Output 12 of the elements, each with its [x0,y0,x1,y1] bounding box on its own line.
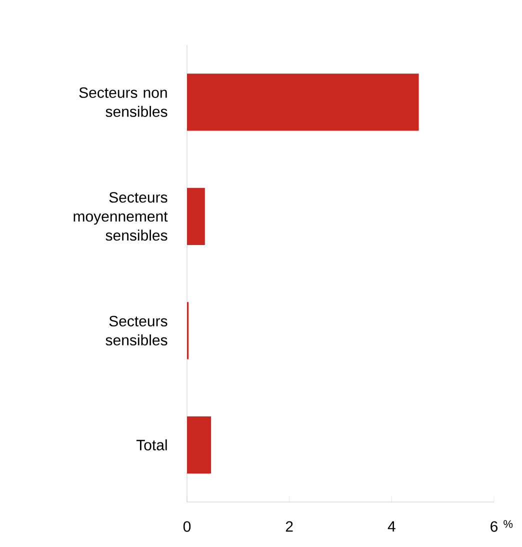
bar [187,188,205,245]
x-tick-label: 2 [286,521,293,532]
x-tick-label: 6 [490,521,498,532]
y-tick-label: Secteurs non sensibles [79,87,168,117]
bar [187,74,419,131]
x-tick-label: 4 [388,521,396,532]
y-tick-label: Total [136,439,167,450]
x-tick-label: 0 [183,521,191,532]
bar [187,416,212,474]
x-axis-title: % [504,520,513,528]
y-tick-label: Secteurs sensibles [106,316,168,346]
y-tick-label: Secteurs moyennement sensibles [74,192,168,241]
